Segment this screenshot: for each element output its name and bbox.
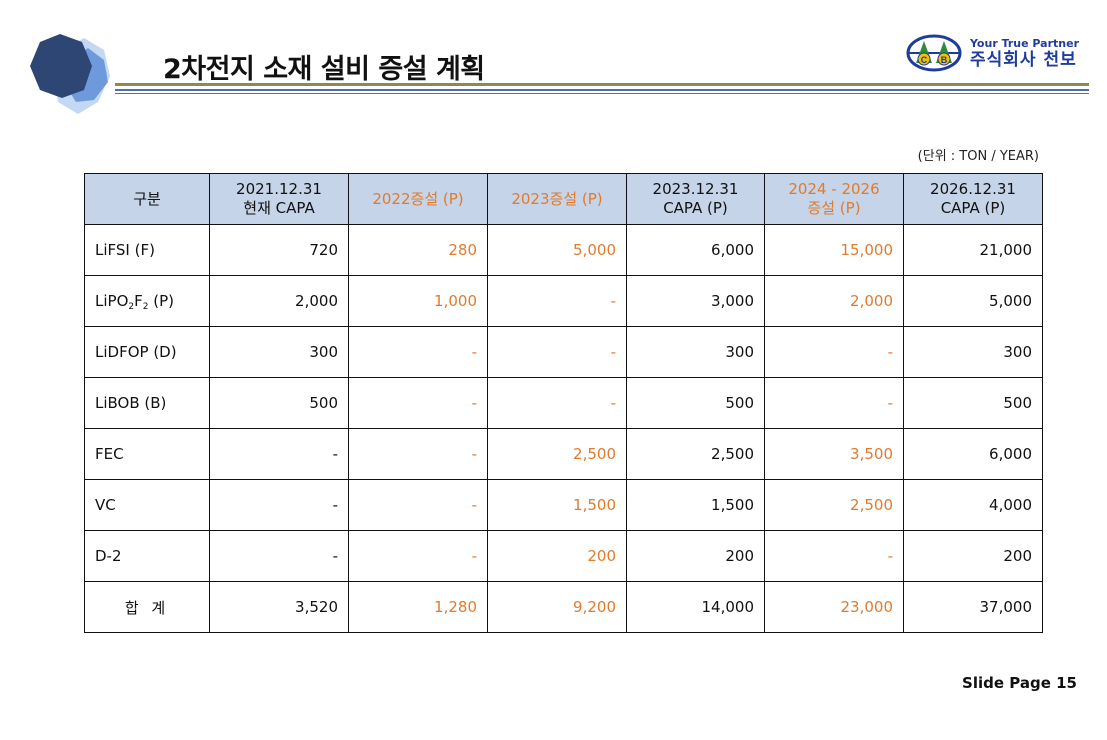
title-rule-blue-thin xyxy=(115,93,1089,94)
table-cell: - xyxy=(764,326,904,378)
row-label: LiFSI (F) xyxy=(84,224,210,276)
column-header-line: 2026.12.31 xyxy=(930,180,1016,199)
table-cell: 2,000 xyxy=(764,275,904,327)
table-cell: - xyxy=(348,377,488,429)
table-cell: 15,000 xyxy=(764,224,904,276)
table-row: LiFSI (F) 720 280 5,000 6,000 15,000 21,000 xyxy=(84,224,1043,276)
table-cell: 280 xyxy=(348,224,488,276)
table-cell: 9,200 xyxy=(487,581,627,633)
table-cell: - xyxy=(764,377,904,429)
logo-letter-c: C xyxy=(921,55,928,65)
column-header-line: 2021.12.31 xyxy=(236,180,322,199)
table-row: FEC - -2,500 2,500 3,500 6,000 xyxy=(84,428,1043,480)
cb-logo-icon: C B xyxy=(906,34,962,72)
table-cell: 21,000 xyxy=(903,224,1043,276)
table-cell: 4,000 xyxy=(903,479,1043,531)
table-cell: 3,520 xyxy=(209,581,349,633)
capa-table: 구분 2021.12.31 현재 CAPA 2022증설 (P) 2023증설 (P) 2… xyxy=(84,173,1043,633)
column-header: 2026.12.31 CAPA (P) xyxy=(903,173,1043,225)
table-cell: 3,500 xyxy=(764,428,904,480)
table-cell: - xyxy=(209,479,349,531)
column-header: 구분 xyxy=(84,173,210,225)
column-header-line: 증설 (P) xyxy=(807,199,861,217)
column-header-line: 현재 CAPA xyxy=(243,199,315,217)
column-header-line: CAPA (P) xyxy=(663,199,728,217)
table-cell: 500 xyxy=(626,377,765,429)
table-cell: 3,000 xyxy=(626,275,765,327)
table-cell: 300 xyxy=(209,326,349,378)
unit-label: (단위 : TON / YEAR) xyxy=(917,149,1039,164)
table-cell: 500 xyxy=(209,377,349,429)
table-cell: 2,000 xyxy=(209,275,349,327)
table-row: LiPO2F2 (P) 2,000 1,000-3,000 2,000 5,000 xyxy=(84,275,1043,327)
table-cell: 37,000 xyxy=(903,581,1043,633)
column-header-line: 구분 xyxy=(133,189,161,208)
column-header: 2024 - 2026 증설 (P) xyxy=(764,173,904,225)
table-cell: - xyxy=(348,530,488,582)
table-cell: 14,000 xyxy=(626,581,765,633)
logo-letter-b: B xyxy=(941,55,948,65)
table-cell: 2,500 xyxy=(764,479,904,531)
table-row: LiDFOP (D) 300- -300-300 xyxy=(84,326,1043,378)
column-header: 2022증설 (P) xyxy=(348,173,488,225)
table-cell: 1,500 xyxy=(487,479,627,531)
total-row: 합 계 3,520 1,280 9,200 14,000 23,000 37,000 xyxy=(84,581,1043,633)
table-cell: 200 xyxy=(487,530,627,582)
column-header: 2021.12.31 현재 CAPA xyxy=(209,173,349,225)
column-header-line: 2022증설 (P) xyxy=(372,189,464,208)
table-cell: - xyxy=(209,428,349,480)
table-cell: 23,000 xyxy=(764,581,904,633)
table-cell: 300 xyxy=(903,326,1043,378)
table-cell: 2,500 xyxy=(626,428,765,480)
table-body: LiFSI (F) 720 280 5,000 6,000 15,000 21,000 LiP… xyxy=(84,224,1043,633)
company-name: 주식회사 천보 xyxy=(969,49,1077,70)
title-rule-blue xyxy=(115,89,1089,91)
column-header-line: 2023.12.31 xyxy=(652,180,739,199)
table-row: LiBOB (B) 500- -500-500 xyxy=(84,377,1043,429)
row-label: LiDFOP (D) xyxy=(84,326,210,378)
column-header-line: 2023증설 (P) xyxy=(511,189,603,208)
table-cell: 200 xyxy=(626,530,765,582)
column-header: 2023.12.31 CAPA (P) xyxy=(626,173,765,225)
row-label: LiPO2F2 (P) xyxy=(84,275,210,327)
table-cell: 1,280 xyxy=(348,581,488,633)
table-cell: - xyxy=(209,530,349,582)
table-cell: - xyxy=(487,275,627,327)
table-cell: 720 xyxy=(209,224,349,276)
title-rule-olive xyxy=(115,83,1089,86)
row-label: VC xyxy=(84,479,210,531)
table-cell: - xyxy=(764,530,904,582)
table-cell: - xyxy=(348,479,488,531)
company-logo: C B Your True Partner 주식회사 천보 xyxy=(906,33,1079,73)
page-title: 2차전지 소재 설비 증설 계획 xyxy=(163,54,485,85)
row-label: LiBOB (B) xyxy=(84,377,210,429)
table-cell: 300 xyxy=(626,326,765,378)
column-header: 2023증설 (P) xyxy=(487,173,627,225)
table-cell: 6,000 xyxy=(626,224,765,276)
company-tagline: Your True Partner xyxy=(969,36,1079,50)
table-cell: - xyxy=(487,377,627,429)
table-cell: - xyxy=(348,428,488,480)
table-cell: 2,500 xyxy=(487,428,627,480)
row-label: 합 계 xyxy=(84,581,210,633)
table-cell: 500 xyxy=(903,377,1043,429)
table-cell: 5,000 xyxy=(903,275,1043,327)
table-cell: - xyxy=(487,326,627,378)
table-row: VC - -1,500 1,500 2,500 4,000 xyxy=(84,479,1043,531)
column-header-line: 2024 - 2026 xyxy=(788,180,880,199)
row-label: D-2 xyxy=(84,530,210,582)
column-header-line: CAPA (P) xyxy=(940,199,1006,217)
table-header-row: 구분 2021.12.31 현재 CAPA 2022증설 (P) 2023증설 (P) 2… xyxy=(84,173,1043,225)
table-cell: 5,000 xyxy=(487,224,627,276)
table-cell: 1,500 xyxy=(626,479,765,531)
table-cell: 200 xyxy=(903,530,1043,582)
row-label: FEC xyxy=(84,428,210,480)
table-cell: - xyxy=(348,326,488,378)
table-cell: 1,000 xyxy=(348,275,488,327)
slide-page-number: Slide Page 15 xyxy=(962,674,1077,692)
table-row: D-2- -200 200-200 xyxy=(84,530,1043,582)
table-cell: 6,000 xyxy=(903,428,1043,480)
hexagon-logo-icon xyxy=(30,34,110,114)
